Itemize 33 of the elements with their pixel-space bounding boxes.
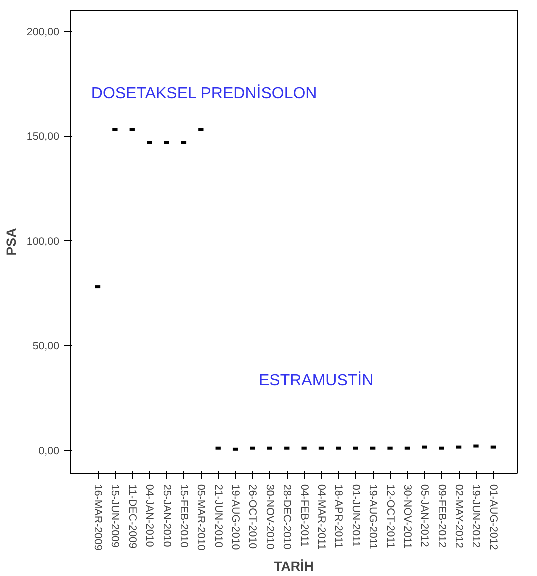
x-tick-label: 19-AUG-2011 [367,484,380,550]
x-tick-label: 04-JAN-2010 [144,484,156,548]
x-tick-label: 09-FEB-2012 [436,484,448,548]
x-tick-label: 12-OCT-2011 [384,484,396,548]
y-tick-label: 150,00 [26,131,60,144]
x-tick-label: 18-APR-2011 [332,484,345,548]
y-tick-label: 100,00 [26,236,60,248]
x-tick-label: 15-FEB-2010 [178,484,190,548]
x-tick-label: 02-MAY-2012 [453,484,466,549]
x-tick-label: 28-DEC-2010 [281,484,294,550]
x-tick-label: 30-NOV-2011 [401,484,414,549]
x-tick-label: 30-NOV-2010 [264,484,276,550]
x-tick-label: 01-AUG-2012 [487,484,500,550]
y-tick-label: 50,00 [32,340,60,353]
x-tick-label: 01-JUN-2011 [350,484,362,548]
x-tick-label: 25-JAN-2010 [160,484,173,548]
x-tick-label: 05-JAN-2012 [418,484,431,548]
y-tick-label: 0,00 [38,445,60,458]
x-axis-title: TARİH [274,558,314,574]
annotation: ESTRAMUSTİN [259,371,374,390]
x-tick-label: 11-DEC-2009 [126,484,138,549]
x-tick-label: 04-FEB-2011 [298,484,310,548]
x-tick-label: 26-OCT-2010 [246,484,259,550]
x-tick-label: 19-JUN-2012 [470,484,482,548]
y-axis-title: PSA [4,228,19,256]
x-tick-label: 16-MAR-2009 [92,484,104,551]
x-tick-label: 19-AUG-2010 [230,484,242,550]
x-tick-label: 21-JUN-2010 [212,484,224,548]
x-tick-label: 04-MAR-2011 [316,484,328,550]
annotation: DOSETAKSEL PREDNİSOLON [91,84,318,102]
x-tick-label: 15-JUN-2009 [109,484,122,548]
y-tick-label: 200,00 [26,26,60,38]
x-tick-label: 05-MAR-2010 [195,484,208,551]
